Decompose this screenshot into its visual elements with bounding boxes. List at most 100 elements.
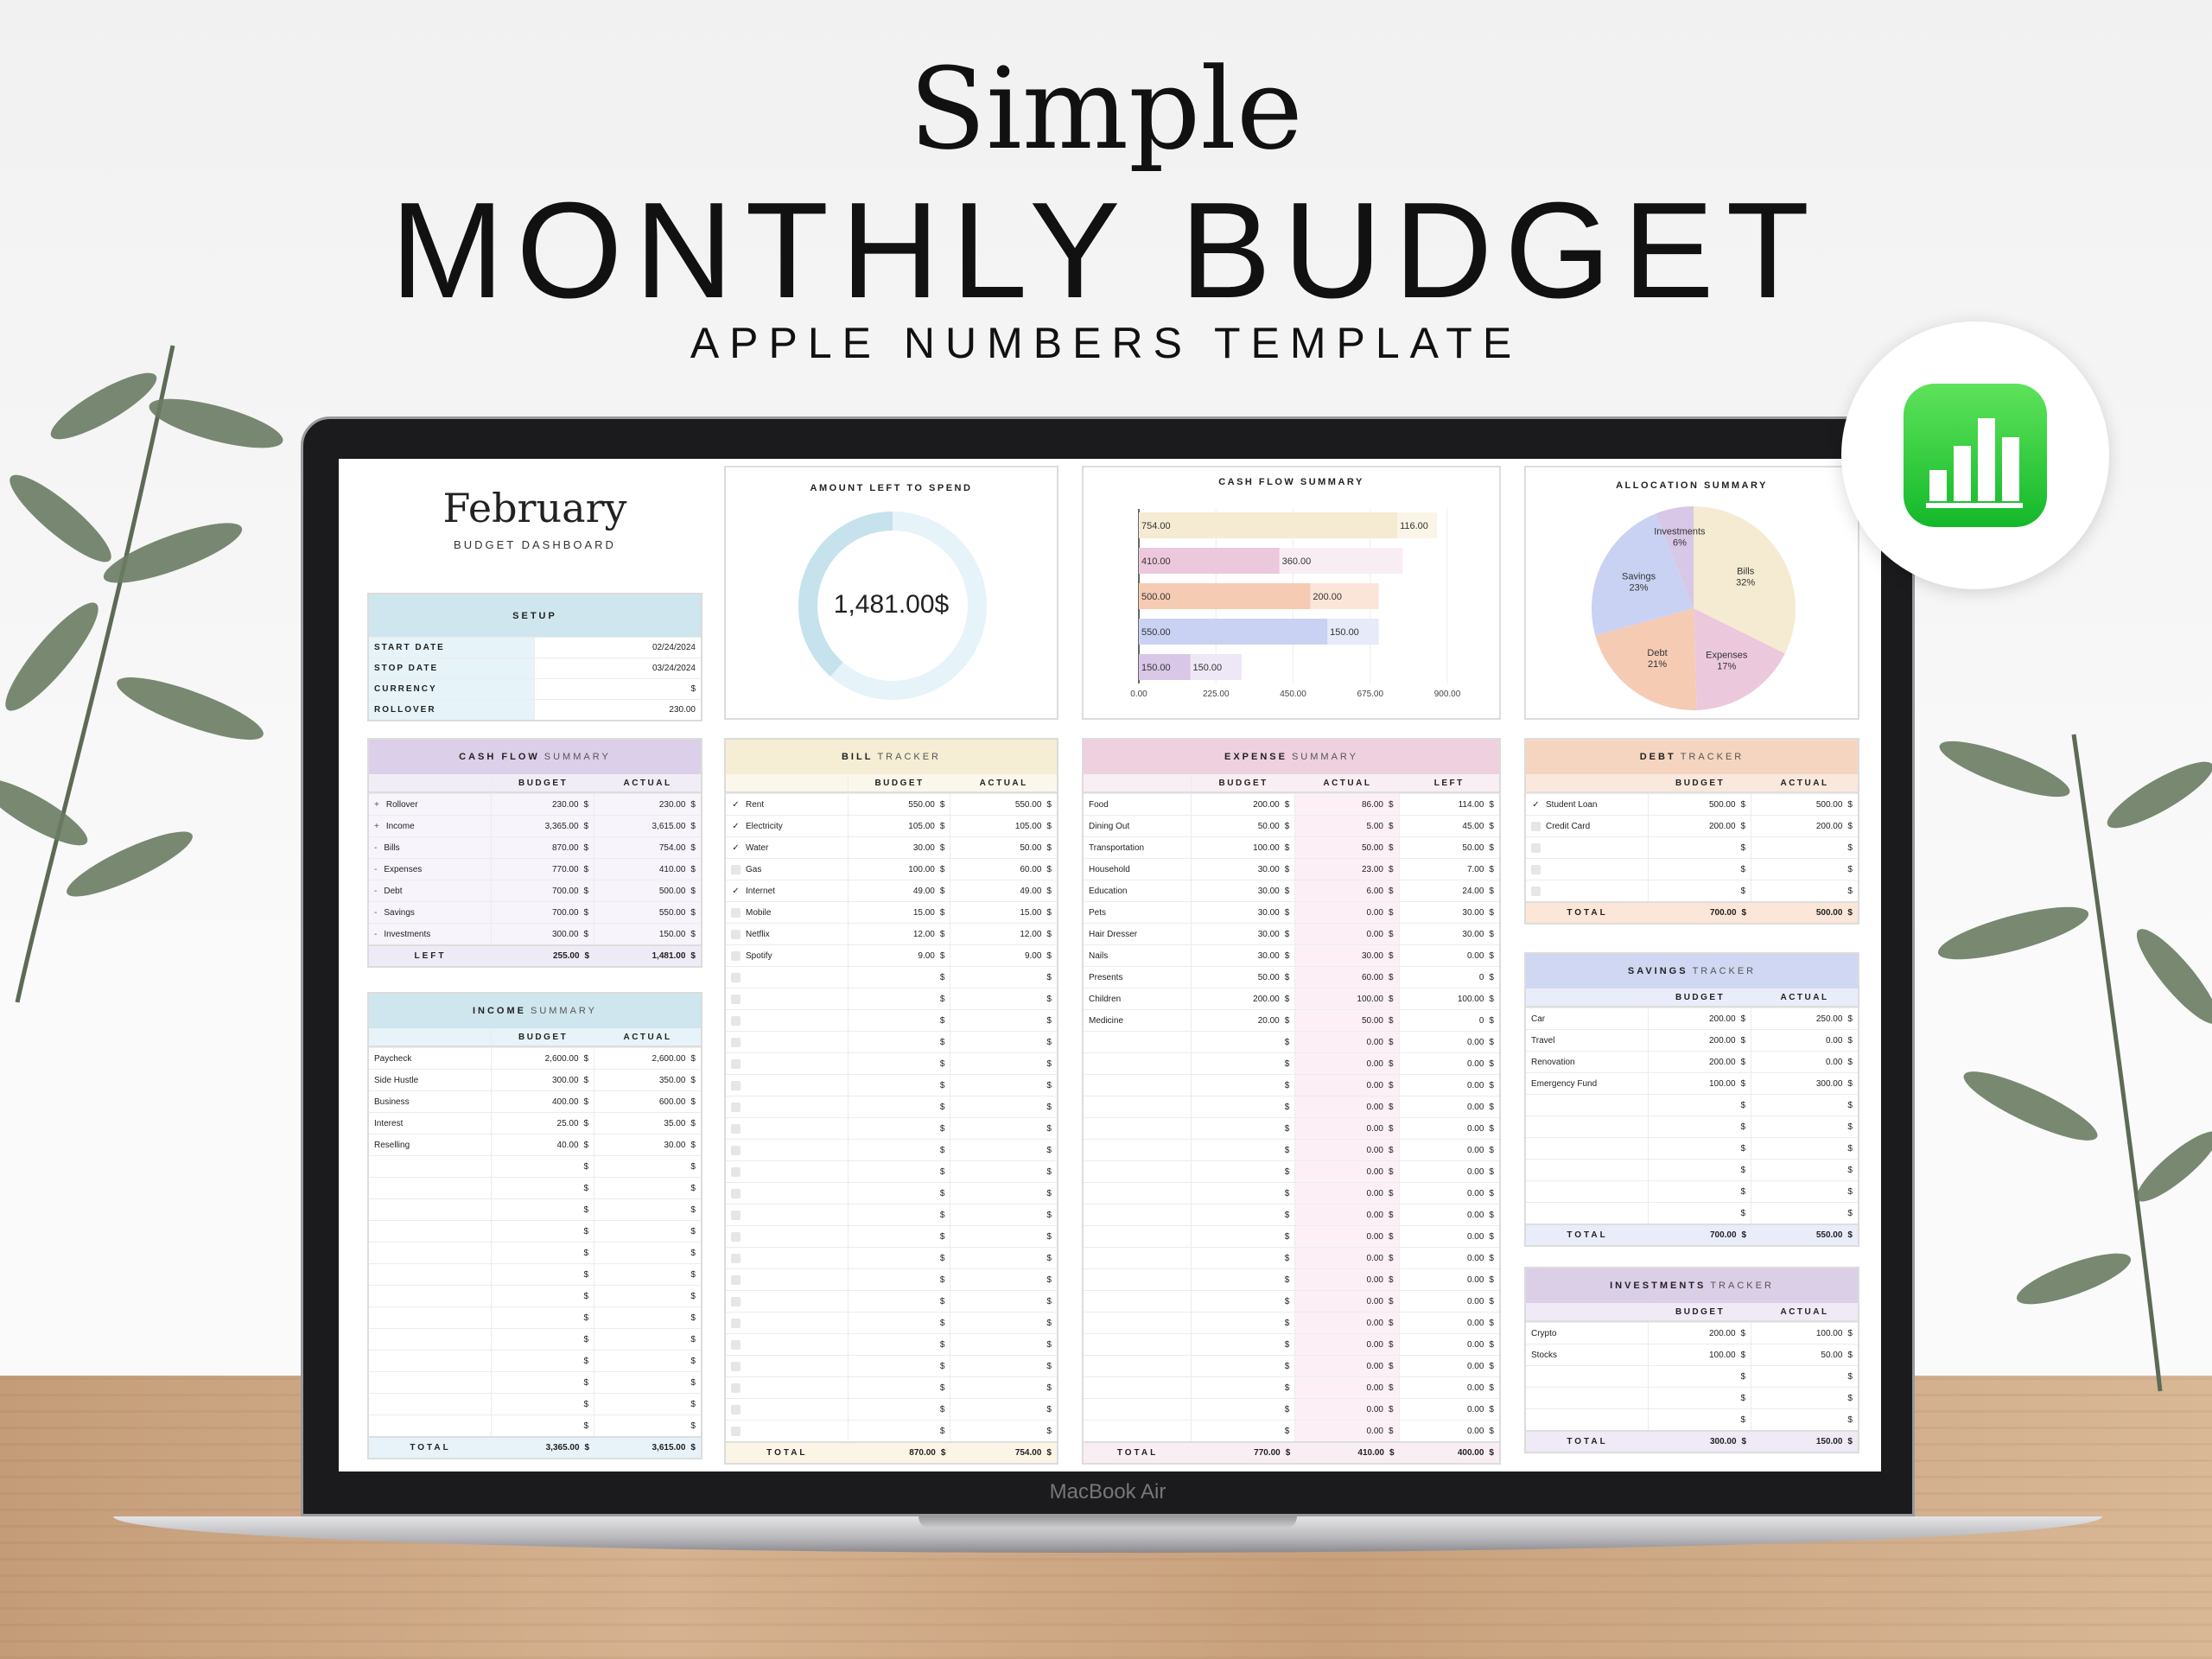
row-label-cell[interactable] bbox=[1526, 880, 1649, 901]
value-cell[interactable]: $ bbox=[1192, 1421, 1296, 1441]
row-label-cell[interactable] bbox=[1084, 1140, 1192, 1160]
value-cell[interactable]: $ bbox=[950, 1161, 1057, 1182]
value-cell[interactable]: 230.00 $ bbox=[594, 794, 701, 815]
value-cell[interactable]: 0.00 $ bbox=[1295, 1248, 1400, 1268]
value-cell[interactable]: $ bbox=[594, 1243, 701, 1263]
paid-checkbox[interactable] bbox=[731, 1361, 741, 1371]
row-label-cell[interactable]: Paycheck bbox=[369, 1048, 493, 1069]
value-cell[interactable]: $ bbox=[849, 1032, 951, 1052]
value-cell[interactable]: 30.00 $ bbox=[1192, 880, 1296, 901]
value-cell[interactable]: 500.00 $ bbox=[1649, 794, 1752, 815]
paid-checkbox[interactable] bbox=[731, 1296, 741, 1306]
paid-checkbox[interactable] bbox=[731, 1058, 741, 1069]
row-label-cell[interactable] bbox=[369, 1372, 493, 1393]
value-cell[interactable]: 0.00 $ bbox=[1400, 1399, 1499, 1420]
row-label-cell[interactable] bbox=[1084, 1334, 1192, 1355]
row-label-cell[interactable] bbox=[726, 1183, 849, 1204]
value-cell[interactable]: 0.00 $ bbox=[1400, 1183, 1499, 1204]
row-label-cell[interactable] bbox=[1526, 1203, 1649, 1224]
value-cell[interactable]: $ bbox=[1192, 1075, 1296, 1096]
value-cell[interactable]: 2,600.00 $ bbox=[492, 1048, 595, 1069]
row-label-cell[interactable] bbox=[1084, 1205, 1192, 1225]
value-cell[interactable]: 0.00 $ bbox=[1400, 1161, 1499, 1182]
paid-checkbox[interactable] bbox=[731, 1166, 741, 1177]
row-label-cell[interactable] bbox=[1526, 1138, 1649, 1159]
value-cell[interactable]: $ bbox=[1751, 1181, 1858, 1202]
row-label-cell[interactable]: Car bbox=[1526, 1008, 1649, 1029]
value-cell[interactable]: $ bbox=[849, 1248, 951, 1268]
row-label-cell[interactable] bbox=[1526, 1095, 1649, 1116]
value-cell[interactable]: $ bbox=[950, 1334, 1057, 1355]
value-cell[interactable]: 700.00 $ bbox=[492, 880, 595, 901]
value-cell[interactable]: 0.00 $ bbox=[1400, 1075, 1499, 1096]
value-cell[interactable]: 0.00 $ bbox=[1751, 1030, 1858, 1051]
value-cell[interactable]: $ bbox=[849, 1313, 951, 1333]
value-cell[interactable]: $ bbox=[1192, 1377, 1296, 1398]
value-cell[interactable]: $ bbox=[1192, 1096, 1296, 1117]
value-cell[interactable]: 0.00 $ bbox=[1295, 1421, 1400, 1441]
value-cell[interactable]: 700.00 $ bbox=[492, 902, 595, 923]
row-label-cell[interactable] bbox=[726, 1032, 849, 1052]
value-cell[interactable]: $ bbox=[492, 1286, 595, 1306]
value-cell[interactable]: $ bbox=[1751, 1116, 1858, 1137]
value-cell[interactable]: 50.00 $ bbox=[1751, 1344, 1858, 1365]
value-cell[interactable]: $ bbox=[1192, 1226, 1296, 1247]
value-cell[interactable]: $ bbox=[492, 1307, 595, 1328]
row-label-cell[interactable]: Interest bbox=[369, 1113, 493, 1134]
row-label-cell[interactable]: Netflix bbox=[726, 924, 849, 944]
value-cell[interactable]: $ bbox=[594, 1329, 701, 1350]
value-cell[interactable]: 45.00 $ bbox=[1400, 816, 1499, 836]
value-cell[interactable]: 300.00 $ bbox=[1751, 1073, 1858, 1094]
row-label-cell[interactable]: Dining Out bbox=[1084, 816, 1192, 836]
row-label-cell[interactable] bbox=[726, 1269, 849, 1290]
value-cell[interactable]: $ bbox=[950, 1399, 1057, 1420]
paid-checkbox[interactable] bbox=[731, 1426, 741, 1436]
value-cell[interactable]: 150.00 $ bbox=[594, 924, 701, 944]
value-cell[interactable]: $ bbox=[1192, 1205, 1296, 1225]
value-cell[interactable]: $ bbox=[849, 1140, 951, 1160]
value-cell[interactable]: $ bbox=[849, 1205, 951, 1225]
value-cell[interactable]: 23.00 $ bbox=[1295, 859, 1400, 880]
paid-checkbox[interactable] bbox=[1531, 864, 1541, 874]
value-cell[interactable]: 0.00 $ bbox=[1295, 1161, 1400, 1182]
value-cell[interactable]: 5.00 $ bbox=[1295, 816, 1400, 836]
paid-checkbox[interactable] bbox=[731, 1145, 741, 1155]
row-label-cell[interactable]: Side Hustle bbox=[369, 1070, 493, 1090]
value-cell[interactable]: 3,365.00 $ bbox=[492, 816, 595, 836]
value-cell[interactable]: 0.00 $ bbox=[1295, 1075, 1400, 1096]
value-cell[interactable]: 0.00 $ bbox=[1295, 1032, 1400, 1052]
value-cell[interactable]: $ bbox=[950, 1421, 1057, 1441]
value-cell[interactable]: 350.00 $ bbox=[594, 1070, 701, 1090]
value-cell[interactable]: 114.00 $ bbox=[1400, 794, 1499, 815]
value-cell[interactable]: $ bbox=[849, 1269, 951, 1290]
paid-checkbox[interactable]: ✓ bbox=[732, 821, 740, 831]
row-label-cell[interactable] bbox=[369, 1329, 493, 1350]
value-cell[interactable]: 9.00 $ bbox=[849, 945, 951, 966]
paid-checkbox[interactable] bbox=[731, 929, 741, 939]
value-cell[interactable]: $ bbox=[492, 1394, 595, 1414]
row-label-cell[interactable] bbox=[1084, 1269, 1192, 1290]
paid-checkbox[interactable]: ✓ bbox=[732, 799, 740, 810]
value-cell[interactable]: $ bbox=[594, 1221, 701, 1242]
value-cell[interactable]: 0.00 $ bbox=[1400, 1096, 1499, 1117]
value-cell[interactable]: $ bbox=[950, 1226, 1057, 1247]
value-cell[interactable]: 0.00 $ bbox=[1400, 1421, 1499, 1441]
value-cell[interactable]: 0.00 $ bbox=[1400, 1032, 1499, 1052]
row-label-cell[interactable]: Renovation bbox=[1526, 1052, 1649, 1072]
row-label-cell[interactable] bbox=[726, 1399, 849, 1420]
row-label-cell[interactable]: - Investments bbox=[369, 924, 493, 944]
row-label-cell[interactable] bbox=[726, 1161, 849, 1182]
value-cell[interactable]: $ bbox=[849, 1096, 951, 1117]
paid-checkbox[interactable]: ✓ bbox=[732, 842, 740, 853]
row-label-cell[interactable] bbox=[369, 1178, 493, 1198]
value-cell[interactable]: $ bbox=[1192, 1140, 1296, 1160]
row-label-cell[interactable]: Mobile bbox=[726, 902, 849, 923]
row-label-cell[interactable] bbox=[726, 1356, 849, 1376]
value-cell[interactable]: $ bbox=[1649, 1160, 1752, 1180]
value-cell[interactable]: 100.00 $ bbox=[1649, 1073, 1752, 1094]
value-cell[interactable]: 0.00 $ bbox=[1400, 1205, 1499, 1225]
row-label-cell[interactable] bbox=[726, 988, 849, 1009]
value-cell[interactable]: $ bbox=[1649, 1181, 1752, 1202]
row-label-cell[interactable] bbox=[1084, 1032, 1192, 1052]
row-label-cell[interactable]: Gas bbox=[726, 859, 849, 880]
